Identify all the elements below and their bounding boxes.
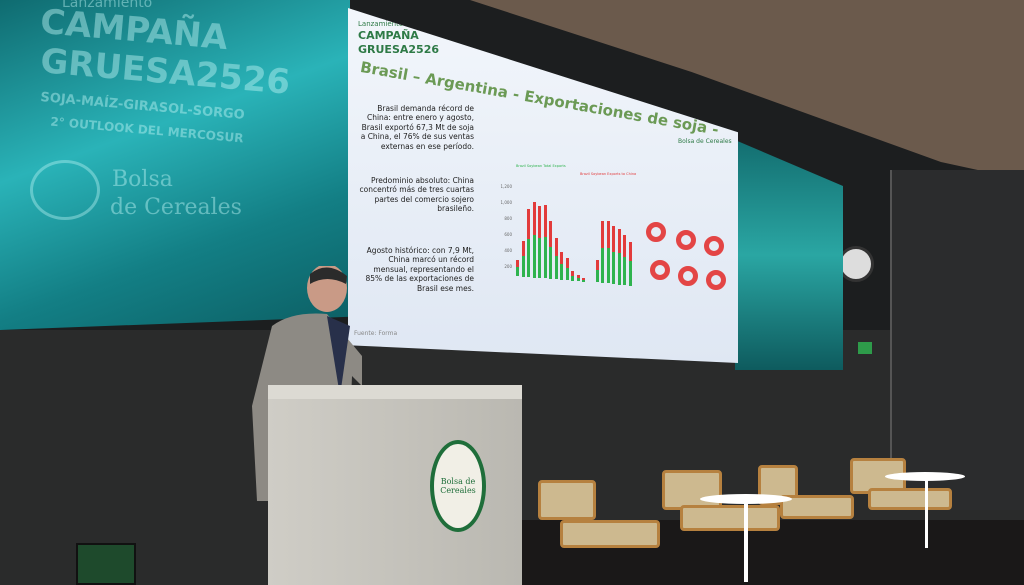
armchair: [560, 520, 660, 548]
donut-chart: [678, 266, 698, 286]
slide-crops: SOJA-MAÍZ-GIRASOL-SORGO: [448, 22, 519, 28]
chart-bar-china: [521, 256, 525, 277]
side-table: [885, 472, 965, 481]
chart-bar-china: [582, 279, 585, 282]
chart-bar-china: [601, 247, 604, 283]
legend-total: Brazil Soybean Total Exports: [516, 164, 566, 168]
bullet-3: Agosto histórico: con 7,9 Mt, China marc…: [365, 246, 474, 293]
led-screen-right: [735, 140, 843, 370]
y-tick: 200: [504, 264, 512, 269]
slide-source: Fuente: Forma: [354, 330, 398, 337]
chart-bar-china: [516, 267, 519, 276]
stage-monitor: [76, 543, 136, 585]
armchair: [662, 470, 722, 510]
slide-title-2: GRUESA2526: [358, 43, 439, 56]
led-screen-left: Lanzamiento CAMPAÑA GRUESA2526 SOJA-MAÍZ…: [0, 0, 350, 330]
donut-chart: [650, 260, 670, 280]
slide-badge: 2° OUTLOOK DEL MERCOSUR: [448, 32, 532, 40]
chart-bar-china: [606, 248, 610, 284]
donut-chart: [706, 270, 726, 290]
side-wall: [890, 170, 1024, 510]
y-tick: 400: [504, 248, 512, 253]
side-table: [700, 494, 792, 504]
slide-logo: Bolsa de Cereales: [678, 138, 732, 145]
chart-bar-china: [538, 237, 541, 278]
chart-bar-china: [554, 256, 558, 280]
armchair: [868, 488, 952, 510]
donut-chart: [646, 222, 666, 242]
chart-bar-china: [549, 246, 552, 279]
armchair: [780, 495, 854, 519]
table-leg: [925, 480, 928, 548]
wall-seal-logo: [838, 246, 874, 282]
y-tick: 800: [504, 216, 512, 221]
slide-kicker: Lanzamiento: [358, 20, 404, 28]
y-tick: 600: [504, 232, 512, 237]
armchair: [680, 505, 780, 531]
podium-top: [268, 385, 522, 399]
exit-sign: [858, 342, 872, 354]
slide-title-1: CAMPAÑA: [358, 29, 419, 42]
donut-chart: [704, 236, 724, 256]
chart-bar-china: [623, 257, 626, 285]
y-tick: 1,000: [500, 200, 512, 205]
y-tick: 1,200: [500, 184, 512, 189]
legend-china: Brazil Soybean Exports to China: [580, 172, 637, 176]
chart-bar-china: [527, 238, 530, 277]
chart-bar-china: [571, 275, 574, 281]
logo-text-1: Bolsa: [112, 167, 173, 192]
bolsa-logo-icon: [30, 160, 100, 220]
chart-bar-china: [576, 277, 580, 282]
chart-bar-china: [612, 251, 615, 284]
bullet-2: Predominio absoluto: China concentró más…: [359, 176, 474, 214]
chart-bar-china: [565, 267, 569, 281]
chart-bar-china: [628, 260, 632, 286]
chart-bar-china: [617, 253, 621, 285]
chart-bar-china: [543, 237, 547, 279]
chart-bar-china: [532, 234, 536, 278]
logo-text-2: de Cereales: [110, 195, 242, 220]
table-leg: [744, 502, 748, 582]
screen-kicker: Lanzamiento: [62, 0, 153, 11]
armchair: [538, 480, 596, 520]
podium-seal-logo: Bolsa de Cereales: [430, 440, 486, 532]
bullet-1: Brasil demanda récord de China: entre en…: [360, 104, 474, 151]
donut-chart: [676, 230, 696, 250]
chart-bar-china: [560, 264, 563, 280]
chart-bar-china: [595, 269, 599, 283]
